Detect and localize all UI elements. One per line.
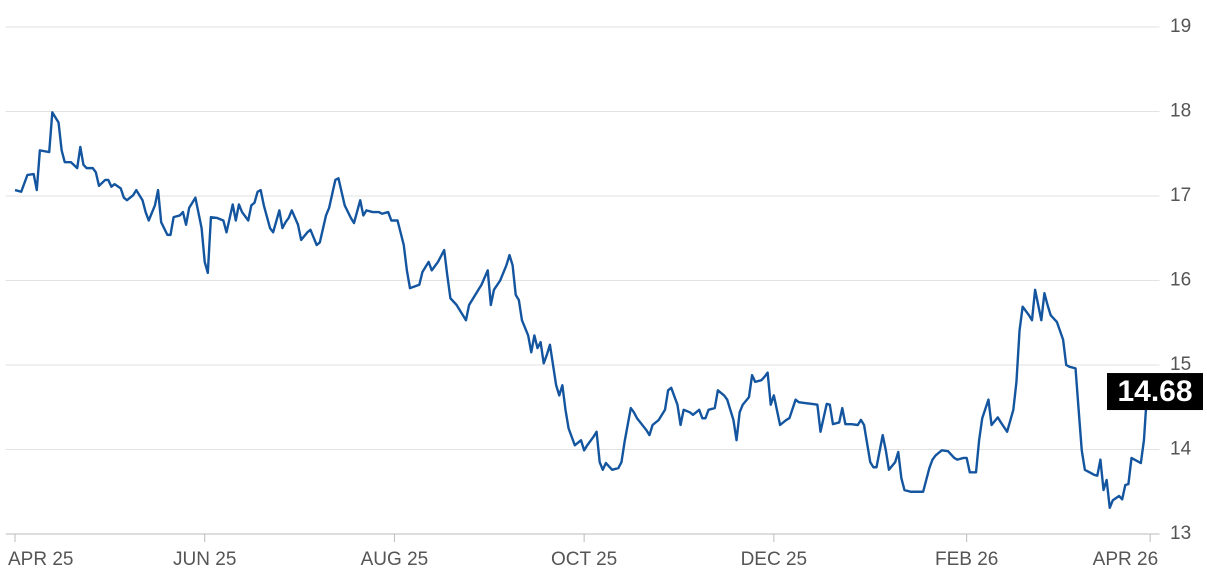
y-tick-label: 13 [1170, 523, 1191, 544]
x-tick-label: JUN 25 [173, 549, 236, 570]
y-tick-label: 14 [1170, 439, 1192, 460]
last-value-badge [1107, 373, 1203, 411]
x-tick-label: FEB 26 [935, 549, 998, 570]
y-tick-label: 18 [1170, 101, 1191, 122]
x-tick-label: APR 25 [8, 549, 73, 570]
y-tick-label: 19 [1170, 16, 1191, 37]
last-value-label: 14.68 [1117, 375, 1192, 408]
y-tick-label: 16 [1170, 270, 1191, 291]
x-tick-label: OCT 25 [551, 549, 617, 570]
y-tick-label: 15 [1170, 354, 1191, 375]
x-tick-label: DEC 25 [741, 549, 808, 570]
price-line [14, 111, 1149, 509]
x-tick-label: APR 26 [1093, 549, 1158, 570]
x-tick-label: AUG 25 [361, 549, 429, 570]
y-tick-label: 17 [1170, 185, 1191, 206]
